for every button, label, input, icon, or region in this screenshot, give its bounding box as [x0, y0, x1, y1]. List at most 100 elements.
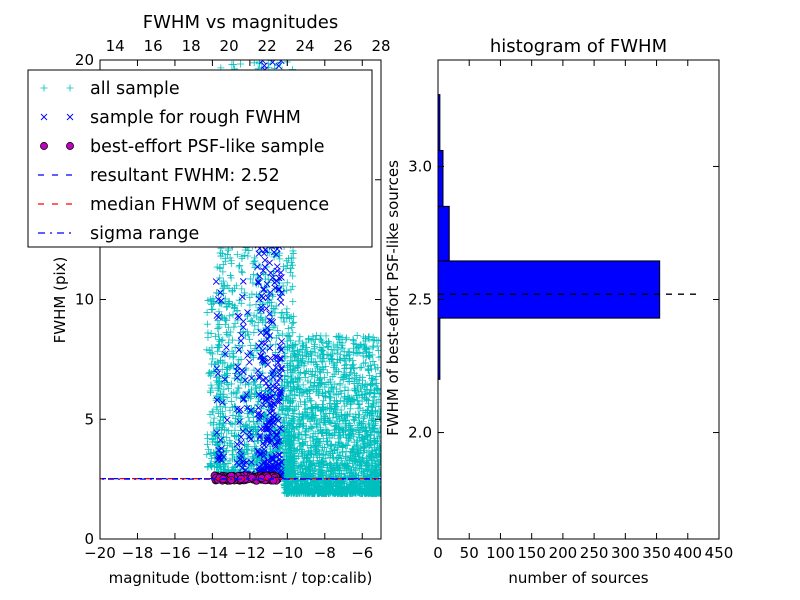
- x-tick-label: 350: [642, 544, 671, 562]
- data-point: [228, 336, 236, 344]
- data-point: [311, 467, 319, 475]
- data-point: [353, 344, 361, 352]
- data-point: [213, 312, 221, 319]
- data-point: [319, 397, 327, 405]
- data-point: [284, 324, 292, 332]
- data-point: [271, 424, 279, 432]
- data-point: [315, 466, 323, 474]
- data-point: [365, 403, 373, 411]
- data-point: [360, 359, 368, 367]
- data-point: [66, 142, 74, 150]
- data-point: [367, 380, 375, 388]
- data-point: [301, 373, 309, 381]
- data-point: [223, 303, 230, 311]
- data-point: [297, 368, 305, 376]
- data-point: [285, 383, 293, 391]
- data-point: [271, 322, 279, 330]
- data-point: [317, 337, 325, 345]
- data-point: [365, 419, 373, 427]
- data-point: [359, 391, 367, 399]
- data-point: [364, 333, 372, 341]
- data-point: [234, 431, 242, 439]
- data-point: [231, 343, 239, 351]
- data-point: [322, 363, 330, 371]
- data-point: [363, 406, 371, 414]
- data-point: [314, 434, 322, 442]
- data-point: [263, 335, 271, 343]
- data-point: [215, 323, 223, 331]
- data-point: [286, 461, 294, 469]
- data-point: [347, 448, 355, 456]
- data-point: [307, 443, 315, 451]
- y-tick-label: 0: [84, 530, 94, 548]
- data-point: [226, 437, 234, 445]
- data-point: [375, 353, 381, 361]
- data-point: [307, 383, 315, 391]
- data-point: [295, 402, 303, 410]
- data-point: [296, 420, 304, 428]
- data-point: [288, 414, 296, 422]
- data-point: [324, 351, 332, 359]
- data-point: [220, 371, 228, 379]
- data-point: [251, 345, 259, 353]
- data-point: [361, 359, 369, 367]
- data-point: [360, 467, 368, 475]
- data-point: [244, 331, 252, 339]
- data-point: [297, 346, 305, 354]
- data-point: [293, 346, 301, 354]
- data-point: [316, 343, 324, 351]
- data-point: [278, 402, 286, 410]
- top-x-tick-label: 28: [371, 37, 390, 55]
- data-point: [350, 456, 358, 464]
- data-point: [318, 446, 326, 454]
- data-point: [309, 336, 317, 344]
- data-point: [328, 384, 336, 392]
- data-point: [336, 351, 344, 359]
- data-point: [236, 412, 244, 420]
- data-point: [251, 254, 259, 262]
- data-point: [367, 436, 375, 444]
- data-point: [246, 275, 254, 283]
- data-point: [259, 60, 266, 64]
- data-point: [370, 336, 378, 344]
- data-point: [340, 474, 348, 482]
- data-point: [212, 332, 220, 340]
- x-tick-label: 250: [580, 544, 609, 562]
- data-point: [250, 354, 258, 362]
- data-point: [327, 481, 335, 489]
- data-point: [342, 454, 350, 462]
- data-point: [306, 434, 314, 442]
- data-point: [238, 267, 246, 275]
- data-point: [212, 289, 220, 297]
- data-point: [331, 363, 339, 371]
- data-point: [302, 431, 310, 439]
- data-point: [235, 384, 243, 392]
- data-point: [297, 442, 305, 450]
- data-point: [337, 424, 345, 432]
- data-point: [287, 313, 295, 321]
- data-point: [337, 454, 345, 462]
- top-x-tick-label: 22: [258, 37, 277, 55]
- data-point: [297, 385, 305, 393]
- data-point: [307, 450, 315, 458]
- data-point: [228, 451, 236, 459]
- data-point: [283, 422, 291, 430]
- data-point: [250, 258, 258, 266]
- data-point: [338, 334, 346, 342]
- data-point: [279, 402, 287, 410]
- data-point: [250, 366, 258, 374]
- data-point: [372, 373, 380, 381]
- data-point: [307, 358, 315, 366]
- data-point: [353, 481, 361, 489]
- data-point: [313, 362, 321, 370]
- data-point: [358, 419, 366, 427]
- data-point: [342, 453, 350, 461]
- data-point: [324, 342, 332, 350]
- data-point: [235, 263, 243, 271]
- data-point: [376, 369, 381, 377]
- data-point: [313, 388, 321, 396]
- data-point: [374, 485, 381, 493]
- data-point: [219, 437, 227, 445]
- data-point: [368, 365, 376, 373]
- data-point: [357, 363, 365, 371]
